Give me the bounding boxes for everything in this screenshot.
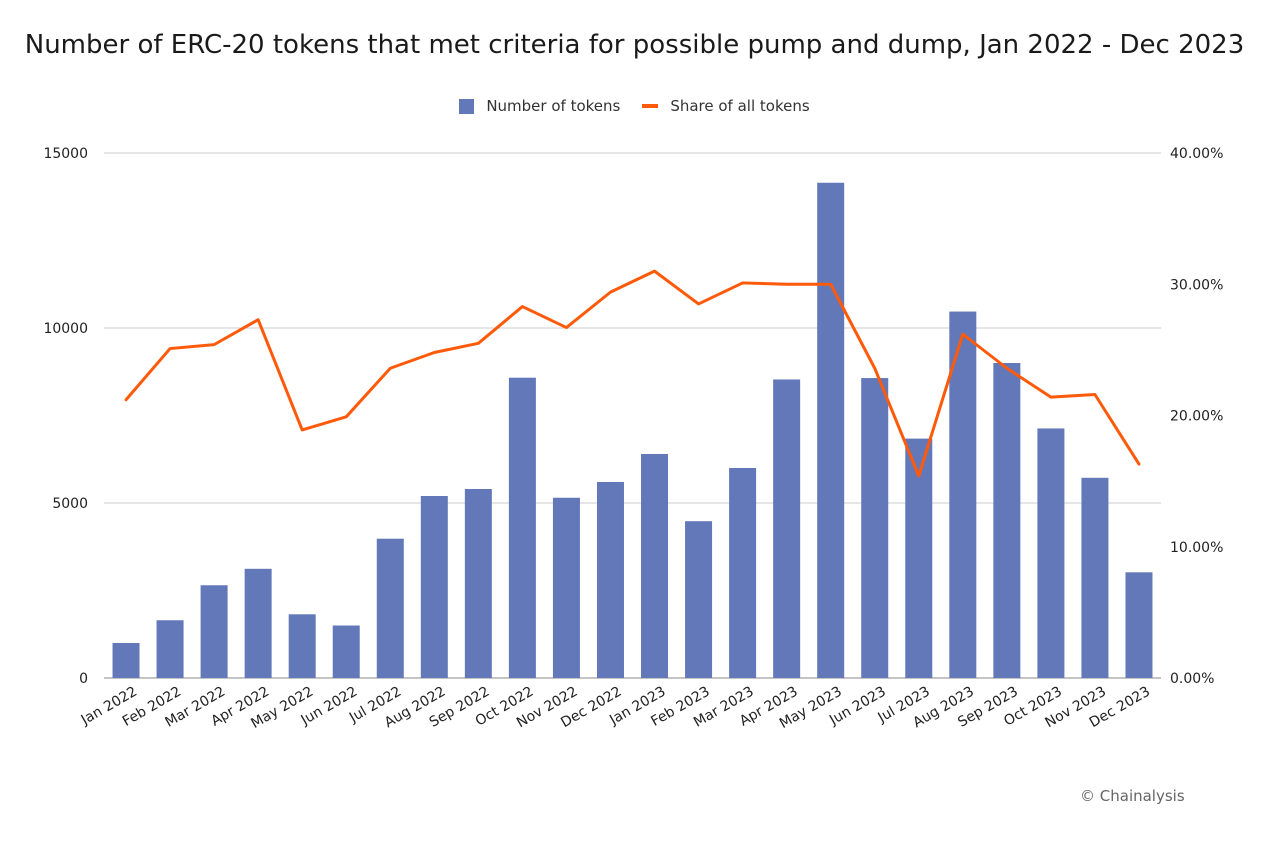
credit-label: © Chainalysis xyxy=(1080,787,1185,805)
bar xyxy=(332,625,360,678)
bar xyxy=(905,438,933,678)
y-right-tick-label: 20.00% xyxy=(1170,409,1223,425)
y-right-tick-label: 0.00% xyxy=(1170,671,1214,687)
legend: Number of tokens Share of all tokens xyxy=(0,97,1269,115)
y-right-tick-label: 40.00% xyxy=(1170,146,1223,162)
line-series xyxy=(124,269,1141,478)
bar xyxy=(773,379,801,678)
y-left-tick-label: 10000 xyxy=(43,321,88,337)
bar xyxy=(112,643,140,678)
y-right-tick-label: 30.00% xyxy=(1170,277,1223,293)
bar xyxy=(817,182,845,678)
bar xyxy=(993,363,1021,678)
y-right-tick-label: 10.00% xyxy=(1170,540,1223,556)
chart-title: Number of ERC-20 tokens that met criteri… xyxy=(24,30,1245,60)
series-line-share-of-all-tokens xyxy=(124,269,1141,478)
y-left-tick-label: 0 xyxy=(79,671,88,687)
legend-item-number-of-tokens: Number of tokens xyxy=(459,97,620,115)
bar xyxy=(464,489,492,678)
bar xyxy=(949,311,977,678)
bar xyxy=(156,620,184,678)
bar xyxy=(1081,477,1109,678)
bar xyxy=(861,378,889,678)
legend-item-share-of-all-tokens: Share of all tokens xyxy=(642,97,810,115)
grid-lines xyxy=(104,152,1161,679)
bar xyxy=(596,482,624,678)
bar xyxy=(729,468,757,678)
bar xyxy=(376,538,404,678)
bar xyxy=(420,496,448,678)
legend-swatch-line xyxy=(642,104,659,108)
legend-label-share-of-all-tokens: Share of all tokens xyxy=(670,97,810,115)
bar xyxy=(200,585,228,678)
bar xyxy=(508,377,536,678)
bar xyxy=(288,614,316,678)
y-left-tick-label: 15000 xyxy=(43,146,88,162)
y-left-tick-label: 5000 xyxy=(52,496,88,512)
legend-label-number-of-tokens: Number of tokens xyxy=(486,97,621,115)
bar xyxy=(552,497,580,678)
legend-swatch-bar xyxy=(459,98,475,114)
bar xyxy=(244,568,272,678)
bar xyxy=(1037,428,1065,678)
bar-series xyxy=(112,182,1153,678)
bar xyxy=(1125,572,1153,678)
bar xyxy=(641,454,669,678)
bar xyxy=(685,521,713,678)
